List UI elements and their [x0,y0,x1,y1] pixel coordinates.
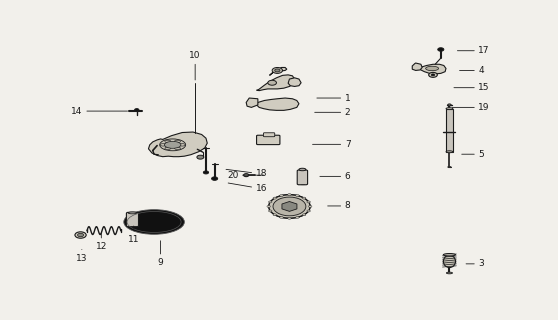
Text: 15: 15 [454,83,490,92]
Polygon shape [419,64,446,74]
Circle shape [296,195,299,196]
Ellipse shape [165,147,171,149]
Text: 17: 17 [458,46,490,55]
Circle shape [268,210,272,212]
Text: 8: 8 [328,202,350,211]
Circle shape [134,108,139,111]
Text: 3: 3 [466,259,484,268]
Text: 7: 7 [312,140,350,149]
Ellipse shape [160,139,186,151]
Text: 2: 2 [315,108,350,117]
Ellipse shape [299,168,306,171]
Circle shape [244,174,249,177]
Ellipse shape [128,212,137,214]
Text: 5: 5 [461,150,484,159]
FancyBboxPatch shape [127,212,138,227]
Text: 12: 12 [95,233,107,251]
Polygon shape [257,98,299,110]
Ellipse shape [446,108,453,110]
Circle shape [267,205,271,207]
Circle shape [211,177,218,180]
Text: 16: 16 [228,183,267,193]
Text: 6: 6 [320,172,350,181]
Circle shape [429,72,437,77]
Text: 20: 20 [227,171,264,180]
Polygon shape [246,98,258,108]
Circle shape [431,74,435,76]
Ellipse shape [175,140,180,143]
Text: 13: 13 [76,249,88,263]
Text: 4: 4 [460,66,484,75]
Polygon shape [282,202,297,212]
Ellipse shape [448,166,451,168]
Ellipse shape [426,66,439,71]
Ellipse shape [446,272,453,274]
Circle shape [280,195,283,196]
Polygon shape [148,132,207,157]
Circle shape [280,216,283,218]
Circle shape [448,104,451,106]
Circle shape [307,201,310,203]
Ellipse shape [165,140,171,143]
Circle shape [78,233,84,237]
Text: 9: 9 [158,241,163,267]
Circle shape [438,48,444,51]
Circle shape [275,69,280,72]
Ellipse shape [175,147,180,149]
Circle shape [273,214,276,216]
Circle shape [288,217,291,219]
FancyBboxPatch shape [257,135,280,145]
Circle shape [197,155,204,159]
Ellipse shape [446,151,453,153]
Circle shape [268,80,276,85]
Bar [446,108,453,152]
Circle shape [75,232,86,238]
FancyBboxPatch shape [263,133,275,137]
Circle shape [302,214,306,216]
Circle shape [309,205,312,207]
Text: 10: 10 [189,51,201,80]
Circle shape [273,197,306,216]
Polygon shape [412,63,422,70]
Circle shape [307,210,310,212]
Polygon shape [270,68,287,75]
Circle shape [273,197,276,199]
Text: 1: 1 [317,93,350,102]
Ellipse shape [444,253,455,256]
Circle shape [268,201,272,203]
Polygon shape [257,75,295,91]
Circle shape [272,68,282,73]
Text: 19: 19 [452,103,490,112]
Circle shape [296,216,299,218]
Ellipse shape [165,141,181,148]
Circle shape [203,171,209,174]
Ellipse shape [160,144,166,146]
Text: 11: 11 [128,226,140,244]
Circle shape [268,195,310,218]
Ellipse shape [444,255,455,268]
Text: 18: 18 [226,169,267,179]
Polygon shape [288,78,301,86]
Circle shape [302,197,306,199]
Ellipse shape [124,210,184,234]
Circle shape [288,194,291,196]
Ellipse shape [179,144,185,146]
FancyBboxPatch shape [297,170,307,185]
Text: 14: 14 [71,107,128,116]
